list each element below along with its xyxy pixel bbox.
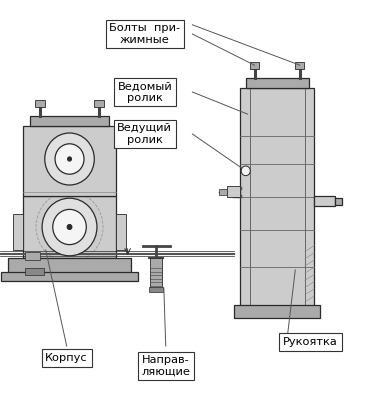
Bar — [295, 62, 304, 69]
Text: Ведущий
ролик: Ведущий ролик — [117, 123, 172, 145]
Circle shape — [55, 144, 84, 174]
Text: Корпус: Корпус — [45, 353, 88, 363]
Bar — [227, 186, 240, 198]
Bar — [250, 62, 259, 69]
Text: Направ-
ляющие: Направ- ляющие — [141, 355, 190, 377]
Bar — [149, 287, 163, 292]
Bar — [116, 214, 126, 250]
Bar — [30, 116, 109, 126]
Bar — [94, 100, 104, 107]
Circle shape — [45, 133, 94, 185]
Bar — [314, 196, 335, 206]
Circle shape — [53, 210, 86, 244]
Circle shape — [42, 198, 97, 256]
Circle shape — [67, 225, 72, 230]
Text: Рукоятка: Рукоятка — [283, 337, 338, 347]
Circle shape — [68, 157, 72, 161]
Bar — [25, 268, 44, 275]
Bar — [35, 100, 45, 107]
Bar — [234, 305, 320, 318]
Bar — [1, 272, 138, 281]
Text: Болты  при-
жимные: Болты при- жимные — [109, 23, 180, 45]
Text: Ведомый
ролик: Ведомый ролик — [117, 81, 172, 103]
Bar — [246, 78, 309, 88]
Circle shape — [241, 166, 250, 176]
Bar — [23, 126, 116, 196]
Bar — [240, 88, 314, 306]
Bar — [13, 214, 23, 250]
Bar — [335, 198, 342, 204]
Bar — [25, 252, 40, 260]
Bar — [219, 189, 227, 195]
Bar — [8, 258, 131, 274]
Bar — [150, 258, 162, 288]
Bar — [23, 196, 116, 258]
